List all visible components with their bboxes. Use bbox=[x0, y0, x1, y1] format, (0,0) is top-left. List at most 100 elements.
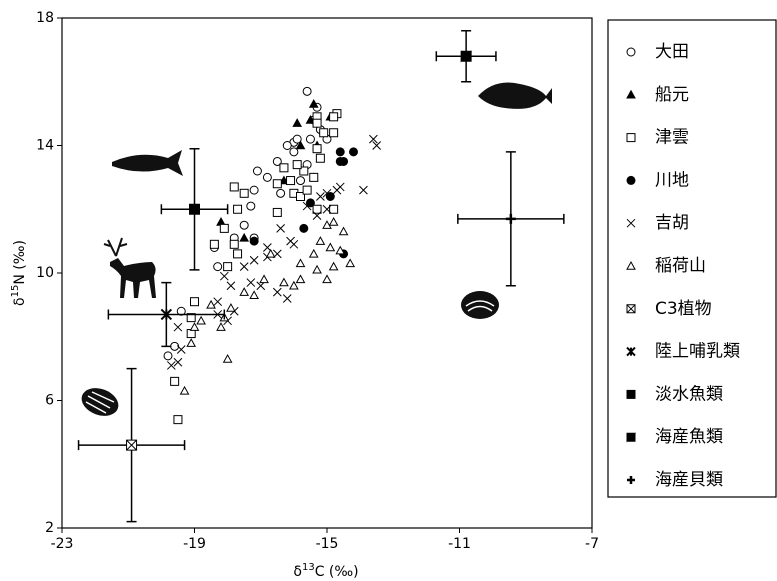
legend-frame bbox=[607, 19, 777, 498]
point bbox=[233, 204, 243, 214]
point bbox=[276, 224, 285, 233]
point bbox=[325, 242, 336, 252]
point bbox=[229, 239, 239, 249]
point bbox=[312, 118, 322, 128]
point bbox=[206, 299, 216, 309]
point bbox=[163, 351, 173, 361]
y-axis-label: δ15N (‰) bbox=[10, 240, 28, 306]
point bbox=[179, 385, 190, 395]
point bbox=[292, 134, 302, 144]
point bbox=[226, 303, 236, 312]
point bbox=[239, 232, 250, 242]
point bbox=[312, 211, 322, 220]
y-label-unit: N (‰) bbox=[12, 240, 28, 285]
legend-label: 大田 bbox=[655, 42, 689, 62]
point bbox=[265, 248, 276, 258]
point bbox=[262, 172, 272, 182]
y-tick-label: 2 bbox=[45, 520, 54, 536]
point bbox=[223, 262, 233, 272]
point bbox=[219, 271, 229, 281]
point bbox=[302, 201, 312, 211]
x-tick-label: -19 bbox=[183, 536, 206, 552]
legend-marker bbox=[626, 304, 636, 314]
point bbox=[239, 188, 249, 198]
point bbox=[335, 182, 345, 192]
point bbox=[339, 156, 349, 166]
legend-label: 海産貝類 bbox=[655, 470, 723, 490]
point bbox=[289, 239, 299, 249]
point bbox=[328, 216, 339, 226]
point bbox=[349, 147, 358, 157]
point bbox=[209, 239, 219, 249]
point bbox=[295, 140, 306, 150]
point bbox=[322, 220, 332, 229]
y-tick-label: 10 bbox=[36, 265, 54, 281]
point bbox=[295, 274, 306, 284]
point bbox=[315, 236, 326, 245]
legend-label: 淡水魚類 bbox=[655, 384, 723, 404]
x-tick-label: -23 bbox=[51, 536, 74, 552]
legend-label: 津雲 bbox=[655, 128, 689, 148]
point bbox=[292, 118, 303, 127]
point bbox=[295, 258, 306, 268]
point bbox=[328, 261, 339, 271]
legend-marker bbox=[626, 133, 636, 143]
point bbox=[229, 182, 239, 192]
y-label-sup: 15 bbox=[10, 285, 21, 298]
point bbox=[460, 50, 473, 63]
point bbox=[305, 134, 315, 144]
point bbox=[166, 361, 176, 370]
point bbox=[302, 86, 312, 96]
point bbox=[345, 258, 356, 268]
legend-label: 船元 bbox=[655, 85, 689, 105]
point bbox=[312, 264, 322, 274]
legend-label: 海産魚類 bbox=[655, 427, 723, 447]
point bbox=[219, 223, 229, 233]
point bbox=[173, 357, 183, 367]
point bbox=[173, 415, 183, 425]
x-label-unit: C (‰) bbox=[315, 564, 359, 580]
point bbox=[272, 179, 282, 189]
point bbox=[189, 322, 200, 331]
point bbox=[299, 223, 309, 233]
point bbox=[196, 315, 206, 325]
point bbox=[296, 176, 305, 186]
x-label-sup: 13 bbox=[302, 562, 315, 573]
y-tick-label: 6 bbox=[45, 393, 54, 409]
fish-icon bbox=[112, 82, 552, 176]
point bbox=[173, 322, 183, 332]
legend-marker bbox=[626, 346, 636, 357]
legend-label: C3植物 bbox=[655, 299, 712, 319]
point bbox=[329, 204, 339, 214]
legend-marker bbox=[626, 89, 636, 99]
point bbox=[329, 128, 339, 138]
x-label-symbol: δ bbox=[293, 564, 302, 580]
point bbox=[282, 141, 292, 150]
point bbox=[259, 274, 269, 284]
legend-marker bbox=[626, 260, 636, 270]
point bbox=[299, 166, 309, 176]
point bbox=[309, 172, 319, 182]
point bbox=[239, 262, 249, 271]
point bbox=[126, 439, 138, 451]
deer-icon bbox=[103, 237, 156, 298]
legend-marker bbox=[626, 47, 636, 57]
point bbox=[239, 287, 250, 296]
point bbox=[272, 207, 282, 217]
point bbox=[176, 345, 186, 354]
point bbox=[249, 236, 259, 246]
point bbox=[249, 290, 259, 300]
point bbox=[505, 213, 516, 224]
point bbox=[338, 226, 349, 236]
point bbox=[316, 192, 325, 201]
point bbox=[279, 175, 289, 185]
y-label-symbol: δ bbox=[12, 297, 28, 306]
point bbox=[276, 188, 286, 198]
point bbox=[359, 185, 368, 195]
point bbox=[170, 376, 180, 386]
point bbox=[272, 156, 282, 166]
x-tick-label: -7 bbox=[585, 536, 599, 552]
point bbox=[308, 99, 319, 108]
point bbox=[315, 153, 325, 163]
